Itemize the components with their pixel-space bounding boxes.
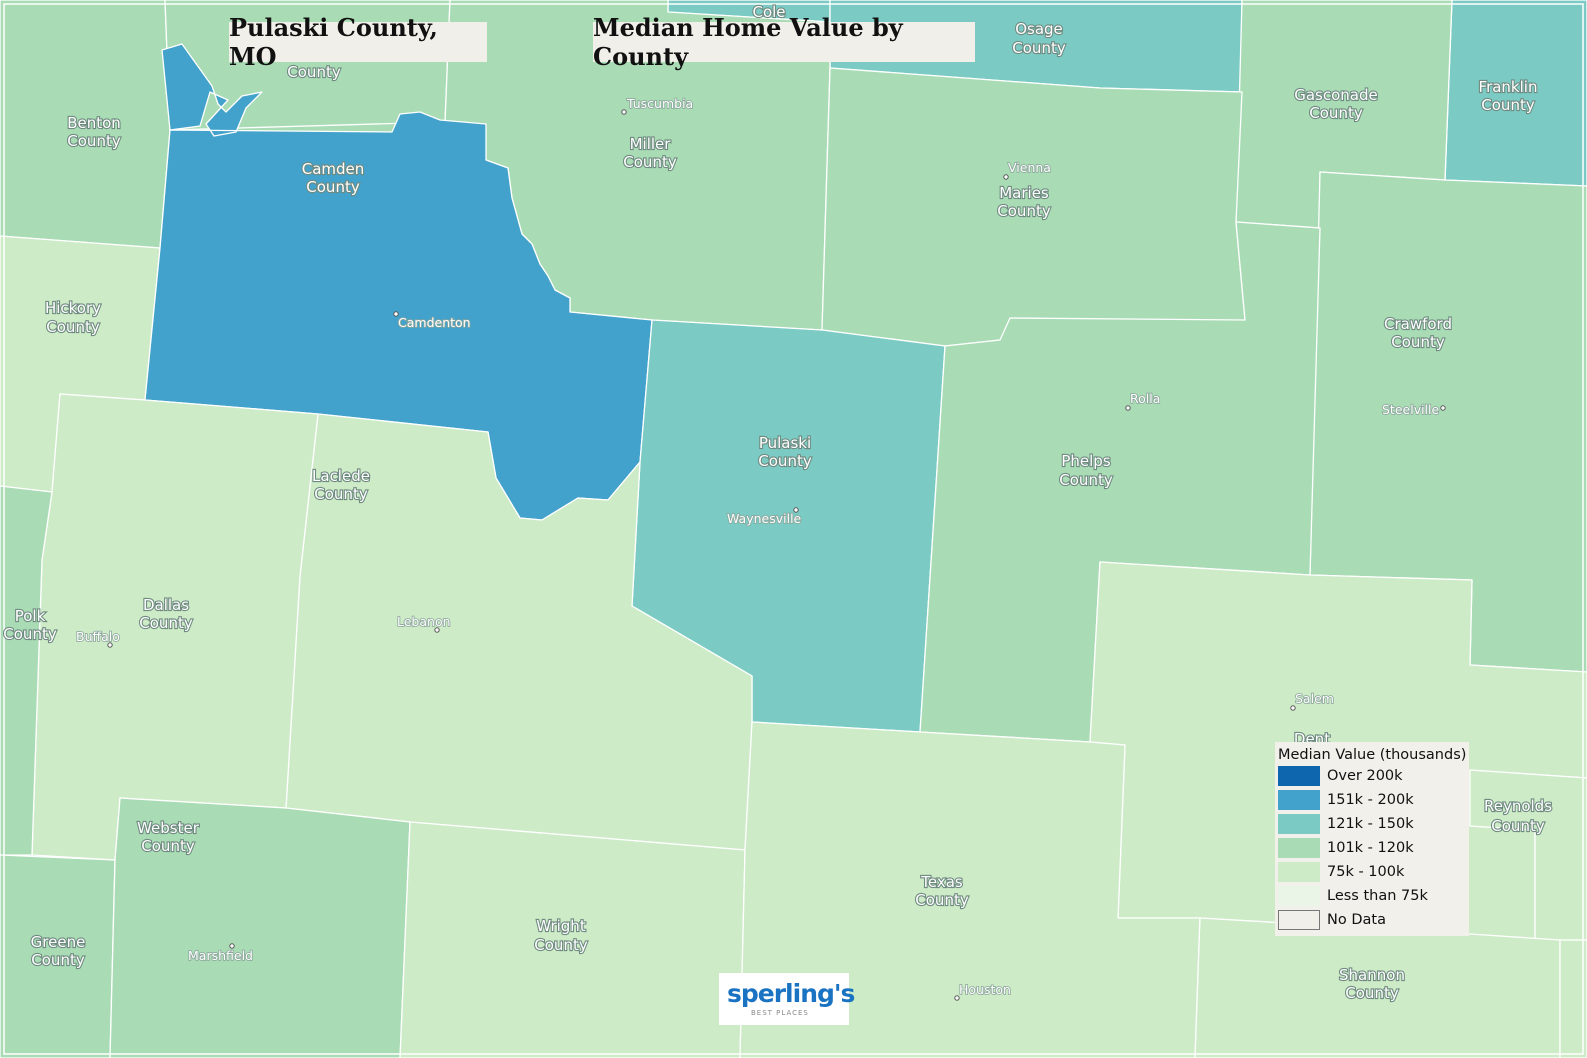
legend-item: 151k - 200k: [1278, 790, 1414, 810]
legend-label: Less than 75k: [1327, 888, 1428, 904]
label-hickory-2: County: [46, 318, 100, 336]
label-cole-1: Cole: [752, 3, 785, 21]
label-osage-2: County: [1012, 39, 1066, 57]
label-webster-2: County: [141, 837, 195, 855]
label-hickory-1: Hickory: [45, 299, 101, 317]
label-polk-2: County: [3, 625, 57, 643]
label-gasconade-1: Gasconade: [1294, 86, 1378, 104]
city-dot-vienna: [1003, 174, 1009, 180]
legend-label: 121k - 150k: [1327, 816, 1414, 832]
label-miller-1: Miller: [630, 135, 672, 153]
label-webster-1: Webster: [137, 819, 200, 837]
city-dot-buffalo: [107, 642, 113, 648]
legend-swatch: [1278, 766, 1320, 786]
label-miller-2: County: [623, 153, 677, 171]
legend-swatch: [1278, 910, 1320, 930]
label-benton-1: Benton: [67, 114, 121, 132]
label-pulaski-1: Pulaski: [759, 434, 811, 452]
city-steelville: Steelville: [1382, 402, 1440, 417]
legend-swatch: [1278, 814, 1320, 834]
map-legend: Median Value (thousands) Over 200k 151k …: [1275, 742, 1469, 936]
logo-wordmark: sperling's: [727, 979, 855, 1008]
label-phelps-1: Phelps: [1061, 452, 1110, 470]
city-lebanon: Lebanon: [397, 614, 451, 629]
city-marshfield: Marshfield: [188, 948, 253, 963]
label-camden-1: Camden: [302, 160, 365, 178]
city-tuscumbia: Tuscumbia: [626, 96, 693, 111]
county-greene: [0, 854, 116, 1058]
legend-title: Median Value (thousands): [1278, 747, 1467, 763]
county-southeast: [1559, 939, 1587, 1058]
label-greene-2: County: [31, 951, 85, 969]
city-waynesville: Waynesville: [727, 511, 802, 526]
legend-item: Less than 75k: [1278, 886, 1428, 906]
county-texas: [739, 721, 1201, 1058]
legend-item: 121k - 150k: [1278, 814, 1414, 834]
city-rolla: Rolla: [1130, 391, 1160, 406]
label-greene-1: Greene: [31, 933, 86, 951]
label-gasconade-2: County: [1309, 104, 1363, 122]
city-buffalo: Buffalo: [76, 629, 120, 644]
legend-label: No Data: [1327, 912, 1386, 928]
label-osage-1: Osage: [1015, 20, 1063, 38]
city-dot-houston: [954, 995, 960, 1001]
label-reynolds-2: County: [1491, 817, 1545, 835]
label-laclede-1: Laclede: [312, 467, 370, 485]
legend-swatch: [1278, 886, 1320, 906]
legend-swatch: [1278, 838, 1320, 858]
city-salem: Salem: [1295, 691, 1334, 706]
city-dot-steelville: [1440, 405, 1446, 411]
legend-label: 151k - 200k: [1327, 792, 1414, 808]
label-phelps-2: County: [1059, 471, 1113, 489]
city-houston: Houston: [959, 982, 1011, 997]
label-maries-1: Maries: [999, 184, 1049, 202]
legend-item: 101k - 120k: [1278, 838, 1414, 858]
map-frame: [3, 3, 1584, 1055]
city-dot-lebanon: [434, 627, 440, 633]
label-reynolds-1: Reynolds: [1484, 797, 1552, 815]
label-crawford-2: County: [1391, 333, 1445, 351]
sperlings-logo[interactable]: sperling's BEST PLACES: [719, 973, 855, 1025]
label-texas-1: Texas: [920, 873, 963, 891]
label-benton-2: County: [67, 132, 121, 150]
county-wright: [399, 821, 746, 1058]
legend-label: Over 200k: [1327, 768, 1403, 784]
city-camdenton: Camdenton: [398, 315, 471, 330]
city-dot-waynesville: [793, 507, 799, 513]
county-polk: [0, 485, 53, 856]
city-dot-tuscumbia: [621, 109, 627, 115]
legend-label: 101k - 120k: [1327, 840, 1414, 856]
city-dot-camdenton: [393, 311, 399, 317]
label-shannon-1: Shannon: [1339, 966, 1405, 984]
place-title: Pulaski County, MO: [229, 13, 487, 71]
label-dallas-1: Dallas: [143, 596, 189, 614]
label-wright-2: County: [534, 936, 588, 954]
county-webster: [109, 797, 411, 1058]
label-franklin-2: County: [1481, 96, 1535, 114]
label-camden-2: County: [306, 178, 360, 196]
city-dot-rolla: [1125, 405, 1131, 411]
label-shannon-2: County: [1345, 984, 1399, 1002]
label-crawford-1: Crawford: [1384, 315, 1452, 333]
label-morgan-2: County: [287, 63, 341, 81]
label-texas-2: County: [915, 891, 969, 909]
city-vienna: Vienna: [1008, 160, 1051, 175]
city-dot-marshfield: [229, 943, 235, 949]
legend-swatch: [1278, 862, 1320, 882]
legend-swatch: [1278, 790, 1320, 810]
label-pulaski-2: County: [758, 452, 812, 470]
label-dallas-2: County: [139, 614, 193, 632]
map-title: Median Home Value by County: [593, 13, 975, 71]
logo-tagline: BEST PLACES: [751, 1009, 809, 1017]
city-dot-salem: [1290, 705, 1296, 711]
label-wright-1: Wright: [536, 917, 586, 935]
label-laclede-2: County: [314, 485, 368, 503]
label-maries-2: County: [997, 202, 1051, 220]
legend-item: 75k - 100k: [1278, 862, 1404, 882]
legend-item: Over 200k: [1278, 766, 1403, 786]
label-franklin-1: Franklin: [1479, 78, 1538, 96]
label-polk-1: Polk: [15, 607, 46, 625]
legend-label: 75k - 100k: [1327, 864, 1405, 880]
legend-item: No Data: [1278, 910, 1386, 930]
